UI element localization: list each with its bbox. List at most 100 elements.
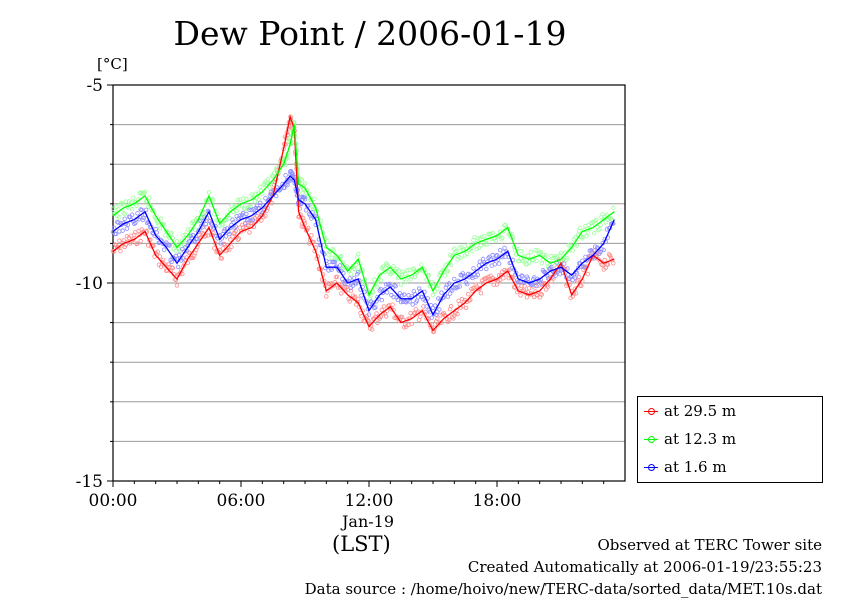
data-point xyxy=(231,220,236,225)
data-point xyxy=(169,230,174,235)
data-point xyxy=(487,254,492,259)
data-point xyxy=(197,227,202,232)
data-point xyxy=(334,274,340,279)
data-point xyxy=(384,290,390,295)
data-point xyxy=(228,237,233,242)
data-point xyxy=(426,273,431,278)
data-point xyxy=(248,218,253,223)
data-point xyxy=(282,185,287,191)
data-point xyxy=(435,286,440,292)
data-point xyxy=(181,256,186,261)
data-point xyxy=(249,192,254,197)
data-point xyxy=(437,307,442,312)
x-axis-date-label: Jan-19 xyxy=(342,512,395,531)
data-point xyxy=(188,233,194,239)
data-point xyxy=(594,217,599,223)
data-point xyxy=(530,282,535,288)
data-point xyxy=(486,274,491,279)
legend-swatch-blue xyxy=(644,463,658,471)
data-point xyxy=(131,195,136,200)
data-point xyxy=(441,310,446,316)
data-point xyxy=(120,201,125,207)
data-point xyxy=(402,325,407,330)
data-point xyxy=(398,299,404,305)
data-point xyxy=(574,279,580,284)
data-point xyxy=(565,256,570,261)
data-point xyxy=(230,217,235,222)
data-point xyxy=(175,264,181,270)
data-point xyxy=(120,228,125,233)
data-point xyxy=(598,249,603,255)
data-point xyxy=(223,234,229,239)
data-point xyxy=(373,305,378,310)
data-point xyxy=(595,245,600,250)
data-point xyxy=(200,230,205,236)
data-point xyxy=(218,241,223,246)
data-point xyxy=(590,219,596,225)
data-point xyxy=(236,236,242,241)
data-point xyxy=(159,259,165,265)
data-point xyxy=(352,267,358,272)
data-point xyxy=(374,284,379,289)
data-point xyxy=(180,246,185,252)
data-point xyxy=(247,207,252,212)
data-point xyxy=(591,230,597,236)
data-point xyxy=(262,181,267,187)
data-point xyxy=(432,303,438,308)
data-point xyxy=(236,216,242,221)
data-point xyxy=(111,225,117,231)
data-point xyxy=(500,235,505,240)
data-point xyxy=(519,248,524,254)
data-point xyxy=(427,322,432,328)
data-point xyxy=(592,251,598,256)
data-point xyxy=(442,292,447,297)
data-point xyxy=(122,244,127,250)
data-point xyxy=(117,215,122,220)
data-point xyxy=(211,197,216,203)
data-point xyxy=(311,214,316,220)
series-markers-0 xyxy=(110,114,616,334)
data-point xyxy=(173,248,179,254)
data-point xyxy=(534,258,539,263)
data-point xyxy=(171,246,176,251)
data-point xyxy=(324,294,329,299)
data-point xyxy=(496,261,502,266)
x-tick-label: 06:00 xyxy=(217,491,266,511)
data-point xyxy=(113,231,119,236)
data-point xyxy=(398,282,404,287)
data-point xyxy=(538,249,543,255)
data-point xyxy=(174,239,180,244)
data-point xyxy=(576,274,582,280)
data-point xyxy=(306,225,311,231)
data-point xyxy=(582,264,587,269)
data-point xyxy=(161,222,167,227)
data-point xyxy=(445,269,451,274)
data-point xyxy=(224,213,230,218)
data-point xyxy=(438,313,443,318)
data-point xyxy=(274,193,279,199)
data-point xyxy=(148,203,153,208)
data-point xyxy=(435,316,440,321)
data-point xyxy=(339,291,344,296)
data-point xyxy=(135,211,140,216)
data-point xyxy=(169,259,174,264)
data-point xyxy=(206,190,212,195)
data-point xyxy=(469,248,474,254)
data-point xyxy=(462,273,468,279)
data-point xyxy=(386,263,391,268)
data-point xyxy=(336,268,342,273)
data-point xyxy=(227,231,232,237)
data-point xyxy=(247,230,252,235)
data-point xyxy=(352,294,358,299)
series-line-2 xyxy=(112,175,615,317)
data-point xyxy=(263,213,268,218)
data-point xyxy=(439,290,444,295)
x-tick-label: 18:00 xyxy=(473,491,522,511)
data-point xyxy=(429,315,435,320)
data-point xyxy=(574,243,580,248)
data-point xyxy=(354,262,359,268)
data-point xyxy=(611,205,616,211)
data-point xyxy=(379,307,384,313)
data-point xyxy=(602,257,607,263)
data-point xyxy=(499,254,504,259)
